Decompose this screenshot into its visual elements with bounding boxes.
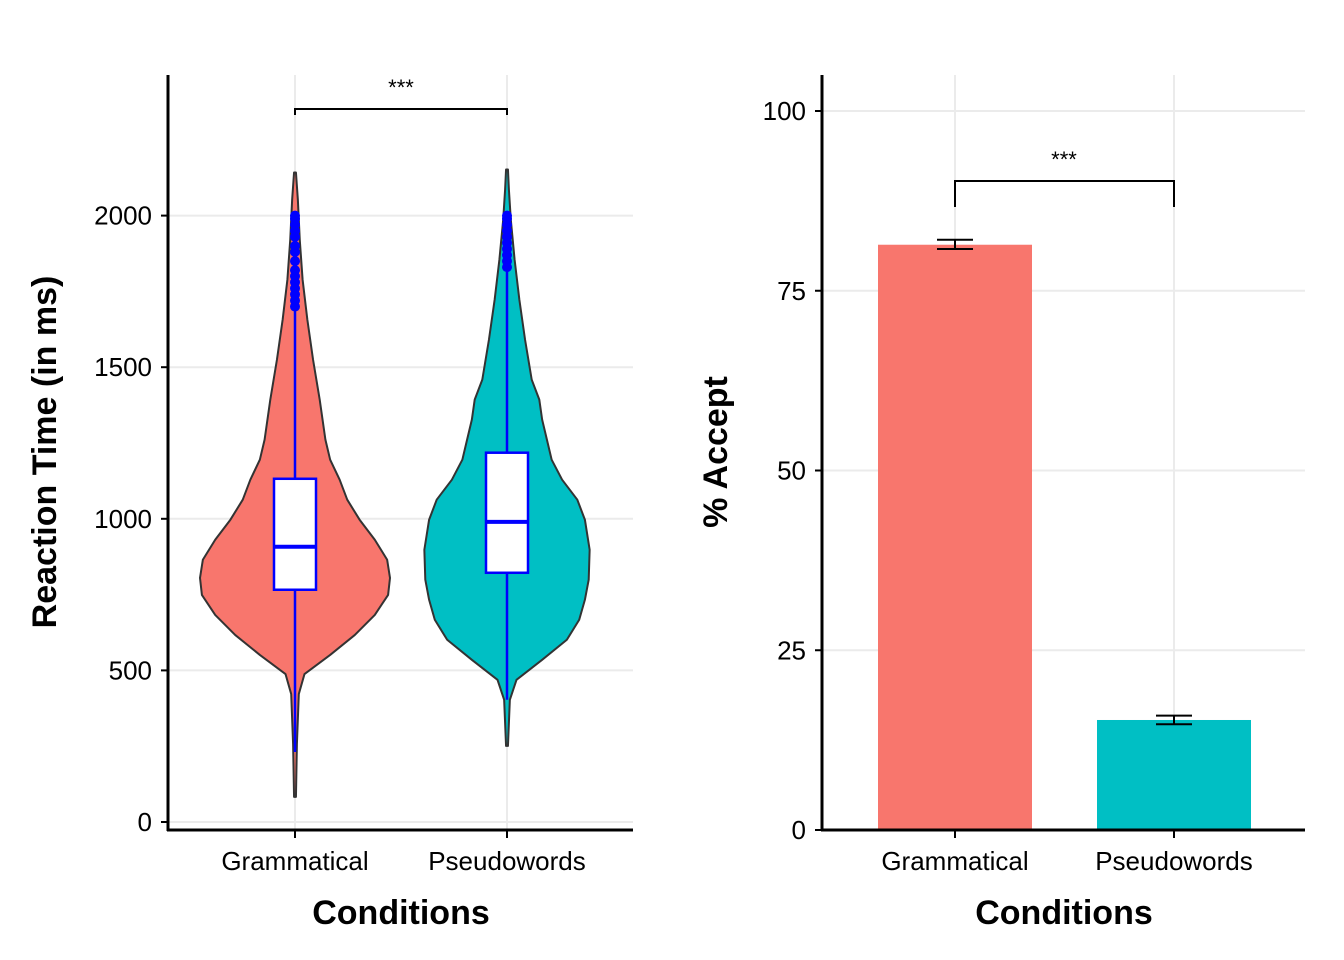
error-bar — [937, 238, 973, 251]
y-tick-label: 0 — [792, 815, 806, 845]
y-tick-label: 1500 — [94, 352, 152, 382]
outlier-point — [290, 240, 300, 251]
bar-panel: 0 25 50 75 100 Grammatical Pseudowords *** Condi… — [697, 75, 1305, 932]
outlier-point — [290, 210, 300, 221]
y-tick-label: 500 — [109, 655, 152, 685]
y-tick-label: 0 — [138, 807, 152, 837]
y-tick-label: 1000 — [94, 504, 152, 534]
y-tick-label: 75 — [777, 276, 806, 306]
x-tick-label: Pseudowords — [428, 846, 586, 876]
y-tick-label: 25 — [777, 635, 806, 665]
box — [484, 451, 530, 575]
outlier-point — [290, 256, 300, 267]
outlier-point — [502, 210, 512, 221]
bar-pseudowords — [1097, 719, 1251, 830]
bar-grammatical — [878, 244, 1032, 830]
y-tick-label: 50 — [777, 456, 806, 486]
box — [272, 477, 318, 591]
outlier-point — [290, 265, 300, 276]
y-axis-title: Reaction Time (in ms) — [26, 276, 64, 629]
x-axis-title: Conditions — [975, 894, 1153, 932]
x-tick-label: Pseudowords — [1095, 846, 1253, 876]
significance-bracket — [294, 108, 508, 115]
x-tick-label: Grammatical — [221, 846, 368, 876]
x-axis-title: Conditions — [312, 894, 490, 932]
significance-bracket — [954, 180, 1175, 207]
y-tick-label: 2000 — [94, 201, 152, 231]
y-tick-label: 100 — [763, 96, 806, 126]
error-bar — [1156, 714, 1192, 726]
y-axis-title: % Accept — [697, 376, 735, 528]
significance-label: *** — [1051, 147, 1077, 172]
significance-label: *** — [388, 75, 414, 100]
x-tick-label: Grammatical — [881, 846, 1028, 876]
violin-panel: 0 500 1000 1500 2000 Grammatical Pseudowords **… — [26, 75, 633, 932]
